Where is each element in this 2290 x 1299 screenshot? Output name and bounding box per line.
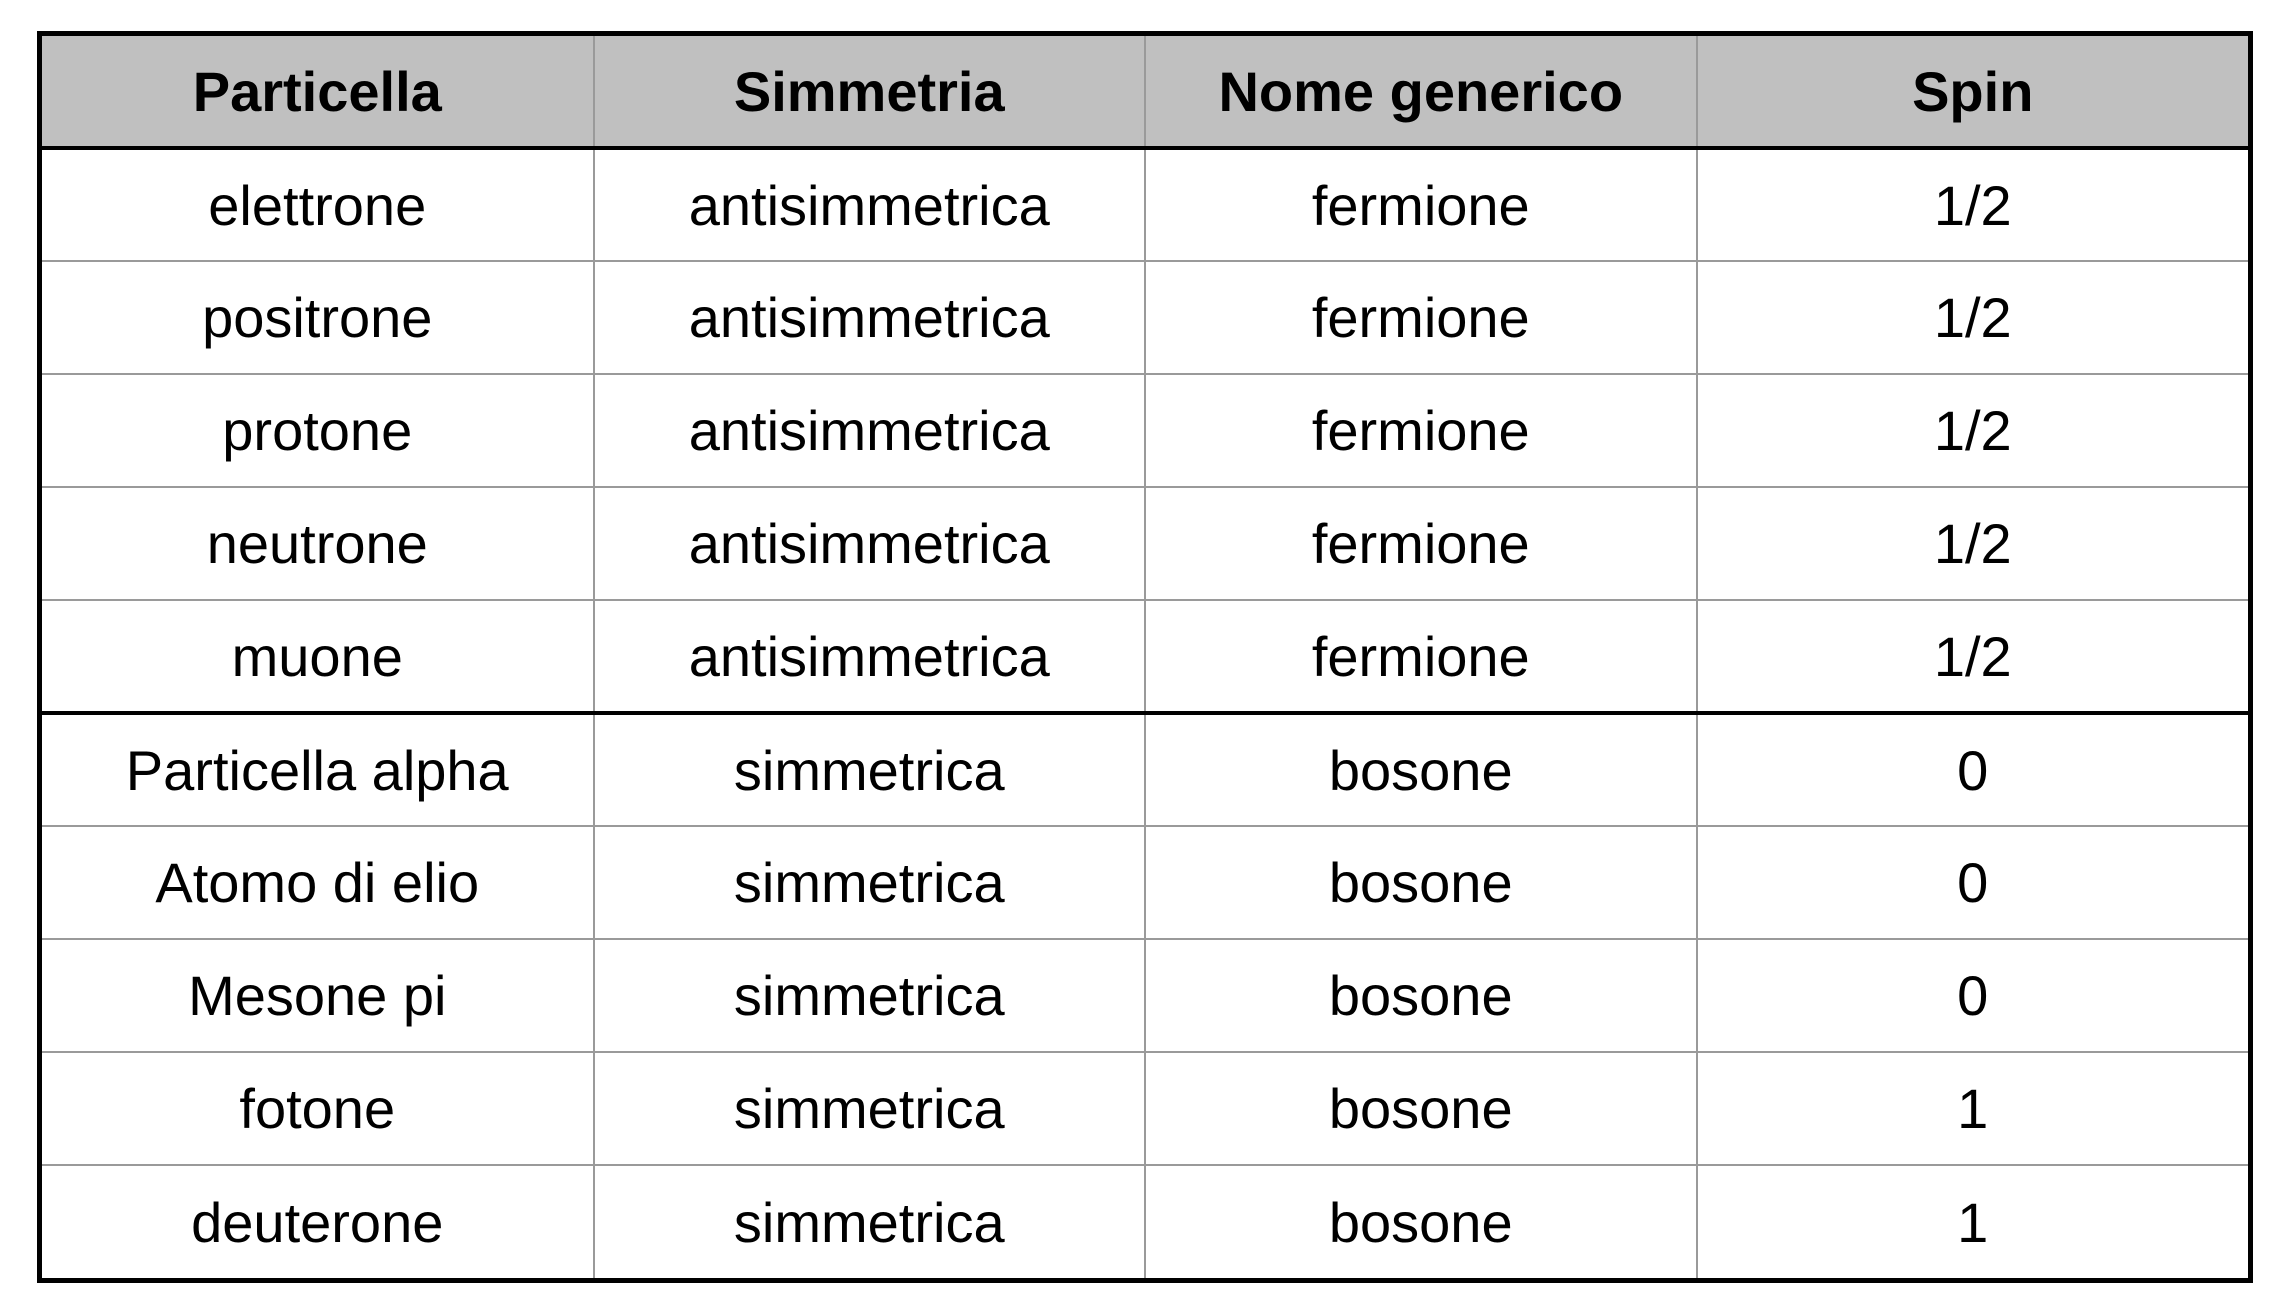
cell-spin: 0: [1695, 711, 2248, 826]
header-nome-generico: Nome generico: [1144, 36, 1697, 150]
cell-particella: protone: [42, 373, 594, 487]
cell-particella: Particella alpha: [42, 711, 594, 826]
cell-spin: 0: [1695, 938, 2248, 1052]
table-body: elettrone antisimmetrica fermione 1/2 po…: [42, 148, 2248, 1278]
cell-simmetria: antisimmetrica: [592, 260, 1145, 374]
cell-nome-generico: bosone: [1144, 1164, 1697, 1278]
table-row: muone antisimmetrica fermione 1/2: [42, 599, 2248, 713]
cell-nome-generico: bosone: [1144, 938, 1697, 1052]
cell-spin: 1: [1695, 1051, 2248, 1165]
cell-particella: positrone: [42, 260, 594, 374]
cell-nome-generico: fermione: [1144, 486, 1697, 600]
cell-particella: Mesone pi: [42, 938, 594, 1052]
cell-spin: 1: [1695, 1164, 2248, 1278]
cell-particella: elettrone: [208, 173, 427, 237]
cell-nome-generico: bosone: [1144, 1051, 1697, 1165]
cell-simmetria: simmetrica: [592, 711, 1145, 826]
table-row: Atomo di elio simmetrica bosone 0: [42, 825, 2248, 939]
table-row: fotone simmetrica bosone 1: [42, 1051, 2248, 1165]
table-row: neutrone antisimmetrica fermione 1/2: [42, 486, 2248, 600]
cell-simmetria: antisimmetrica: [592, 599, 1145, 713]
cell-simmetria: simmetrica: [592, 825, 1145, 939]
header-simmetria: Simmetria: [592, 36, 1145, 150]
cell-nome-generico: fermione: [1144, 148, 1697, 261]
header-row: Particella Simmetria Nome generico Spin: [42, 36, 2248, 150]
cell-nome-generico: fermione: [1144, 599, 1697, 713]
cell-simmetria: simmetrica: [592, 1164, 1145, 1278]
table-row: deuterone simmetrica bosone 1: [42, 1164, 2248, 1278]
cell-simmetria: simmetrica: [592, 1051, 1145, 1165]
particle-table-container: Particella Simmetria Nome generico Spin …: [37, 31, 2253, 1283]
cell-spin: 1/2: [1695, 599, 2248, 713]
cell-spin: 0: [1695, 825, 2248, 939]
cell-spin: 1/2: [1695, 486, 2248, 600]
cell-nome-generico: fermione: [1144, 373, 1697, 487]
table-row: elettrone antisimmetrica fermione 1/2: [42, 148, 2248, 261]
cell-simmetria: antisimmetrica: [592, 486, 1145, 600]
cell-simmetria: antisimmetrica: [592, 148, 1145, 261]
table-row: positrone antisimmetrica fermione 1/2: [42, 260, 2248, 374]
particle-table: Particella Simmetria Nome generico Spin …: [42, 36, 2248, 1278]
table-header: Particella Simmetria Nome generico Spin: [42, 36, 2248, 150]
table-row: Particella alpha simmetrica bosone 0: [42, 711, 2248, 826]
cell-nome-generico: bosone: [1144, 825, 1697, 939]
table-row: protone antisimmetrica fermione 1/2: [42, 373, 2248, 487]
header-spin: Spin: [1695, 36, 2248, 150]
cell-simmetria: antisimmetrica: [592, 373, 1145, 487]
cell-spin: 1/2: [1695, 260, 2248, 374]
cell-particella: neutrone: [42, 486, 594, 600]
cell-spin: 1/2: [1695, 148, 2248, 261]
cell-nome-generico: fermione: [1144, 260, 1697, 374]
table-row: Mesone pi simmetrica bosone 0: [42, 938, 2248, 1052]
cell-nome-generico: bosone: [1144, 711, 1697, 826]
cell-spin: 1/2: [1695, 373, 2248, 487]
cell-particella: deuterone: [42, 1164, 594, 1278]
header-particella: Particella: [42, 36, 594, 150]
cell-particella: Atomo di elio: [42, 825, 594, 939]
cell-simmetria: simmetrica: [592, 938, 1145, 1052]
cell-particella: fotone: [42, 1051, 594, 1165]
cell-particella: muone: [42, 599, 594, 713]
